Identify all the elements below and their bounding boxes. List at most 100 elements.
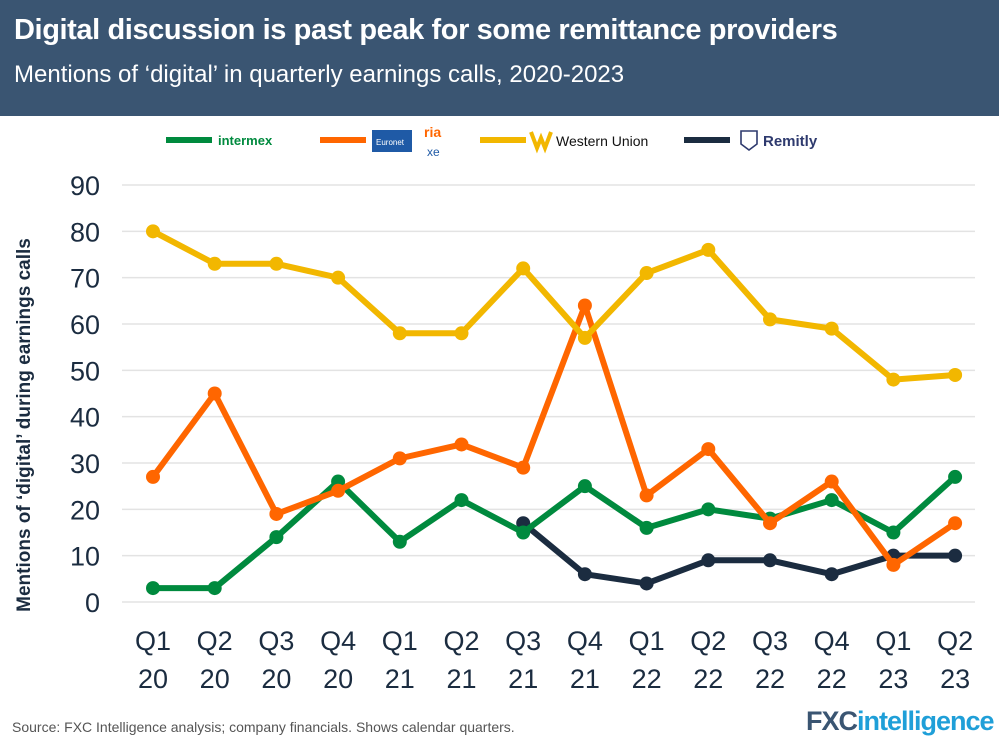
- y-axis-label: Mentions of ‘digital’ during earnings ca…: [14, 238, 35, 612]
- data-point-western-union: [146, 224, 160, 239]
- svg-text:Western Union: Western Union: [556, 133, 648, 149]
- data-point-western-union: [269, 256, 284, 271]
- x-tick-label: 20: [323, 664, 353, 694]
- data-point-intermex: [577, 479, 592, 494]
- data-point-intermex: [639, 520, 654, 535]
- data-point-euronet-ria-xe: [639, 488, 654, 503]
- y-tick-label: 0: [85, 588, 100, 618]
- x-tick-label: Q1: [382, 626, 418, 656]
- source-note: Source: FXC Intelligence analysis; compa…: [12, 719, 515, 735]
- x-tick-label: Q3: [505, 626, 541, 656]
- header: Digital discussion is past peak for some…: [0, 0, 999, 116]
- xe-logo: xe: [427, 145, 440, 159]
- x-tick-label: 21: [385, 664, 415, 694]
- data-point-western-union: [331, 270, 346, 285]
- data-point-western-union: [639, 266, 654, 281]
- x-tick-label: 20: [138, 664, 168, 694]
- data-point-western-union: [454, 326, 469, 341]
- data-point-western-union: [948, 367, 963, 382]
- svg-text:Euronet: Euronet: [376, 138, 405, 147]
- legend-swatch-euronet: [320, 137, 366, 143]
- euronet-logo: [372, 130, 412, 152]
- data-point-western-union: [516, 261, 531, 276]
- x-tick-label: 20: [261, 664, 291, 694]
- x-tick-label: Q2: [690, 626, 726, 656]
- western-union-logo-icon: [529, 131, 553, 154]
- series-line-remitly: [521, 520, 956, 587]
- data-point-remitly: [824, 567, 839, 582]
- y-tick-label: 50: [70, 356, 100, 386]
- data-point-intermex: [948, 469, 963, 484]
- data-point-euronet-ria-xe: [577, 298, 592, 313]
- series-line-western-union: [151, 228, 956, 383]
- data-point-intermex: [207, 581, 222, 596]
- x-tick-label: Q1: [629, 626, 665, 656]
- fxc-intelligence-logo: FXCintelligence: [806, 706, 995, 736]
- line-chart: intermex Euronet ria xe Western Union Re…: [14, 124, 975, 694]
- x-tick-label: Q1: [875, 626, 911, 656]
- x-tick-label: 21: [570, 664, 600, 694]
- x-tick-label: Q2: [443, 626, 479, 656]
- x-tick-label: 23: [878, 664, 908, 694]
- intermex-logo: intermex: [218, 133, 273, 148]
- y-tick-label: 90: [70, 171, 100, 201]
- data-point-intermex: [516, 525, 531, 540]
- series-line-euronet-ria-xe: [150, 302, 957, 568]
- data-point-euronet-ria-xe: [454, 437, 469, 452]
- data-point-intermex: [824, 493, 839, 508]
- series-line-intermex: [153, 474, 958, 592]
- data-point-western-union: [763, 312, 777, 327]
- data-point-intermex: [392, 534, 407, 549]
- data-point-remitly: [639, 576, 654, 591]
- chart-title: Digital discussion is past peak for some…: [14, 14, 838, 46]
- y-tick-label: 70: [70, 264, 100, 294]
- x-tick-label: Q1: [135, 626, 171, 656]
- y-tick-label: 40: [70, 403, 100, 433]
- legend-swatch-intermex: [166, 137, 212, 143]
- chart-subtitle: Mentions of ‘digital’ in quarterly earni…: [14, 61, 625, 88]
- data-point-intermex: [886, 525, 901, 540]
- x-tick-label: Q3: [258, 626, 294, 656]
- legend-swatch-western-union: [480, 137, 526, 143]
- y-tick-label: 60: [70, 310, 100, 340]
- data-point-euronet-ria-xe: [948, 516, 963, 531]
- data-point-intermex: [454, 493, 469, 508]
- data-point-euronet-ria-xe: [392, 451, 407, 466]
- data-point-western-union: [577, 330, 592, 345]
- x-tick-label: 21: [446, 664, 476, 694]
- x-tick-label: 23: [940, 664, 970, 694]
- x-tick-label: Q4: [814, 626, 850, 656]
- data-point-remitly: [577, 567, 592, 582]
- data-point-western-union: [886, 372, 901, 387]
- y-tick-label: 30: [70, 449, 100, 479]
- ria-logo: ria: [424, 124, 441, 140]
- data-point-remitly: [948, 548, 963, 563]
- x-tick-label: 22: [632, 664, 662, 694]
- data-point-intermex: [146, 581, 160, 596]
- legend-swatch-remitly: [684, 137, 730, 143]
- y-tick-label: 80: [70, 217, 100, 247]
- x-tick-label: 22: [755, 664, 785, 694]
- data-point-intermex: [269, 530, 284, 545]
- data-point-western-union: [207, 256, 222, 271]
- x-tick-label: 22: [817, 664, 847, 694]
- data-point-euronet-ria-xe: [331, 483, 346, 498]
- x-tick-label: Q2: [197, 626, 233, 656]
- data-point-euronet-ria-xe: [701, 442, 716, 457]
- data-point-remitly: [701, 553, 716, 568]
- x-tick-label: 22: [693, 664, 723, 694]
- remitly-logo-icon: [740, 130, 758, 151]
- x-tick-label: Q3: [752, 626, 788, 656]
- data-point-euronet-ria-xe: [269, 506, 284, 521]
- data-point-intermex: [701, 502, 716, 517]
- y-tick-label: 20: [70, 495, 100, 525]
- data-point-western-union: [392, 326, 407, 341]
- data-point-remitly: [763, 553, 777, 568]
- data-point-euronet-ria-xe: [516, 460, 531, 475]
- x-tick-label: Q4: [320, 626, 356, 656]
- x-tick-label: 21: [508, 664, 538, 694]
- x-tick-label: Q2: [937, 626, 973, 656]
- data-point-euronet-ria-xe: [886, 557, 901, 572]
- data-point-euronet-ria-xe: [824, 474, 839, 489]
- data-point-euronet-ria-xe: [763, 516, 777, 531]
